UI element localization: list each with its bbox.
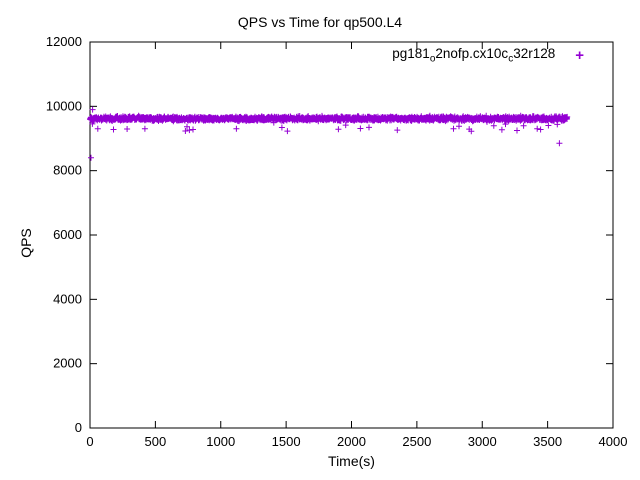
x-tick-label: 3000 [468, 434, 497, 449]
y-tick-label: 6000 [53, 227, 82, 242]
y-tick-label: 12000 [46, 34, 82, 49]
x-tick-label: 2000 [337, 434, 366, 449]
x-tick-label: 3500 [533, 434, 562, 449]
y-tick-label: 8000 [53, 163, 82, 178]
x-tick-label: 4000 [599, 434, 628, 449]
y-tick-label: 10000 [46, 98, 82, 113]
legend-label-part: 32r128 [513, 46, 556, 61]
legend-label-part: o [429, 53, 436, 65]
x-tick-label: 500 [145, 434, 167, 449]
x-tick-label: 1500 [272, 434, 301, 449]
scatter-points-pg181_o2nofp.cx10c_c32r128 [87, 106, 571, 161]
y-axis-label: QPS [18, 228, 34, 258]
x-tick-label: 0 [86, 434, 93, 449]
x-axis-label: Time(s) [328, 453, 375, 469]
x-tick-label: 2500 [402, 434, 431, 449]
chart-title: QPS vs Time for qp500.L4 [237, 14, 403, 30]
legend-label-part: c [508, 53, 514, 65]
legend-label-part: 2nofp.cx10c [435, 46, 509, 61]
y-tick-label: 2000 [53, 356, 82, 371]
plot-border [89, 41, 614, 429]
legend-label: pg181o2nofp.cx10cc32r128 [392, 46, 555, 65]
legend-label-part: pg181 [392, 46, 430, 61]
x-tick-label: 1000 [206, 434, 235, 449]
legend-plus-marker-icon: + [575, 46, 584, 64]
y-tick-label: 0 [75, 420, 82, 435]
legend: pg181o2nofp.cx10cc32r128 + [392, 46, 584, 65]
y-tick-label: 4000 [53, 291, 82, 306]
